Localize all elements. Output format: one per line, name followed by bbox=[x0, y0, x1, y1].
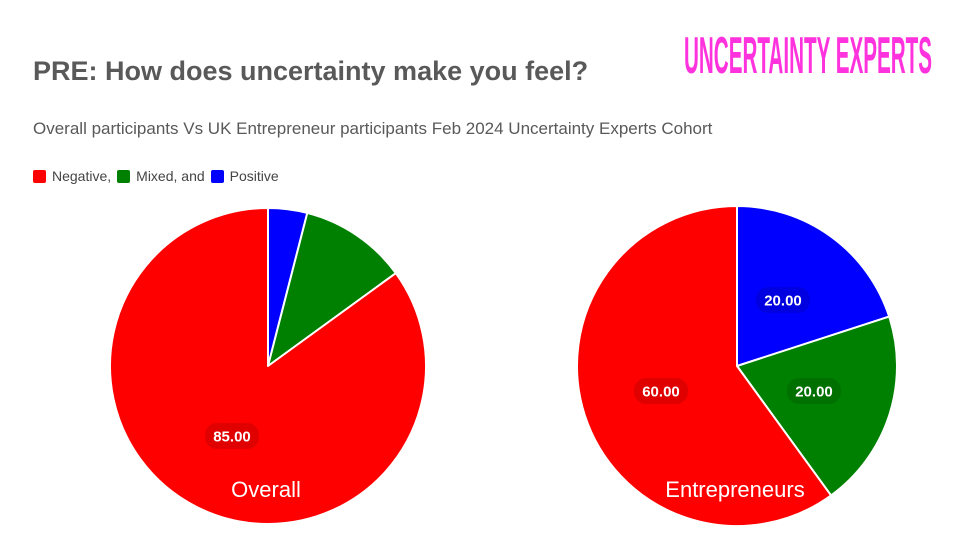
pie-slice-mixed bbox=[267, 211, 397, 367]
legend-label-positive: Positive bbox=[229, 168, 279, 184]
pie-slice-mixed bbox=[736, 315, 898, 497]
data-label-negative: 60.00 bbox=[642, 384, 680, 401]
data-label-bg-positive bbox=[756, 287, 810, 313]
pie-slice-negative bbox=[576, 205, 833, 527]
data-label-bg-negative bbox=[634, 378, 688, 404]
pie-slice-positive bbox=[736, 205, 891, 367]
data-label-positive: 20.00 bbox=[764, 293, 802, 310]
pie-chart-entrepreneurs: 20.00 20.00 60.00 Entrepreneurs bbox=[576, 205, 898, 527]
chart-subtitle: Overall participants Vs UK Entrepreneur … bbox=[33, 119, 713, 138]
pie-title-overall: Overall bbox=[231, 477, 301, 502]
data-label-negative: 85.00 bbox=[213, 429, 251, 446]
legend-swatch-positive bbox=[210, 169, 224, 183]
pie-chart-overall: 85.00 Overall bbox=[109, 207, 427, 525]
data-label-mixed: 20.00 bbox=[795, 384, 833, 401]
legend-swatch-negative bbox=[33, 169, 46, 183]
legend-label-mixed: Mixed, and bbox=[136, 168, 205, 184]
data-label-bg-negative bbox=[205, 423, 259, 449]
brand-logo-text: UNCERTAINTY EXPERTS bbox=[684, 27, 932, 82]
legend-label-negative: Negative, bbox=[52, 168, 112, 184]
brand-logo: UNCERTAINTY EXPERTS bbox=[684, 27, 932, 82]
legend-item-positive: Positive bbox=[210, 168, 279, 184]
page-title: PRE: How does uncertainty make you feel? bbox=[33, 56, 589, 86]
pie-slice-negative bbox=[109, 207, 427, 525]
legend-item-mixed: Mixed, and bbox=[117, 168, 205, 184]
data-label-bg-mixed bbox=[787, 378, 841, 404]
chart-legend: Negative, Mixed, and Positive bbox=[33, 168, 285, 184]
legend-item-negative: Negative, bbox=[33, 168, 111, 184]
legend-swatch-mixed bbox=[117, 169, 131, 183]
pie-title-entrepreneurs: Entrepreneurs bbox=[665, 477, 804, 502]
